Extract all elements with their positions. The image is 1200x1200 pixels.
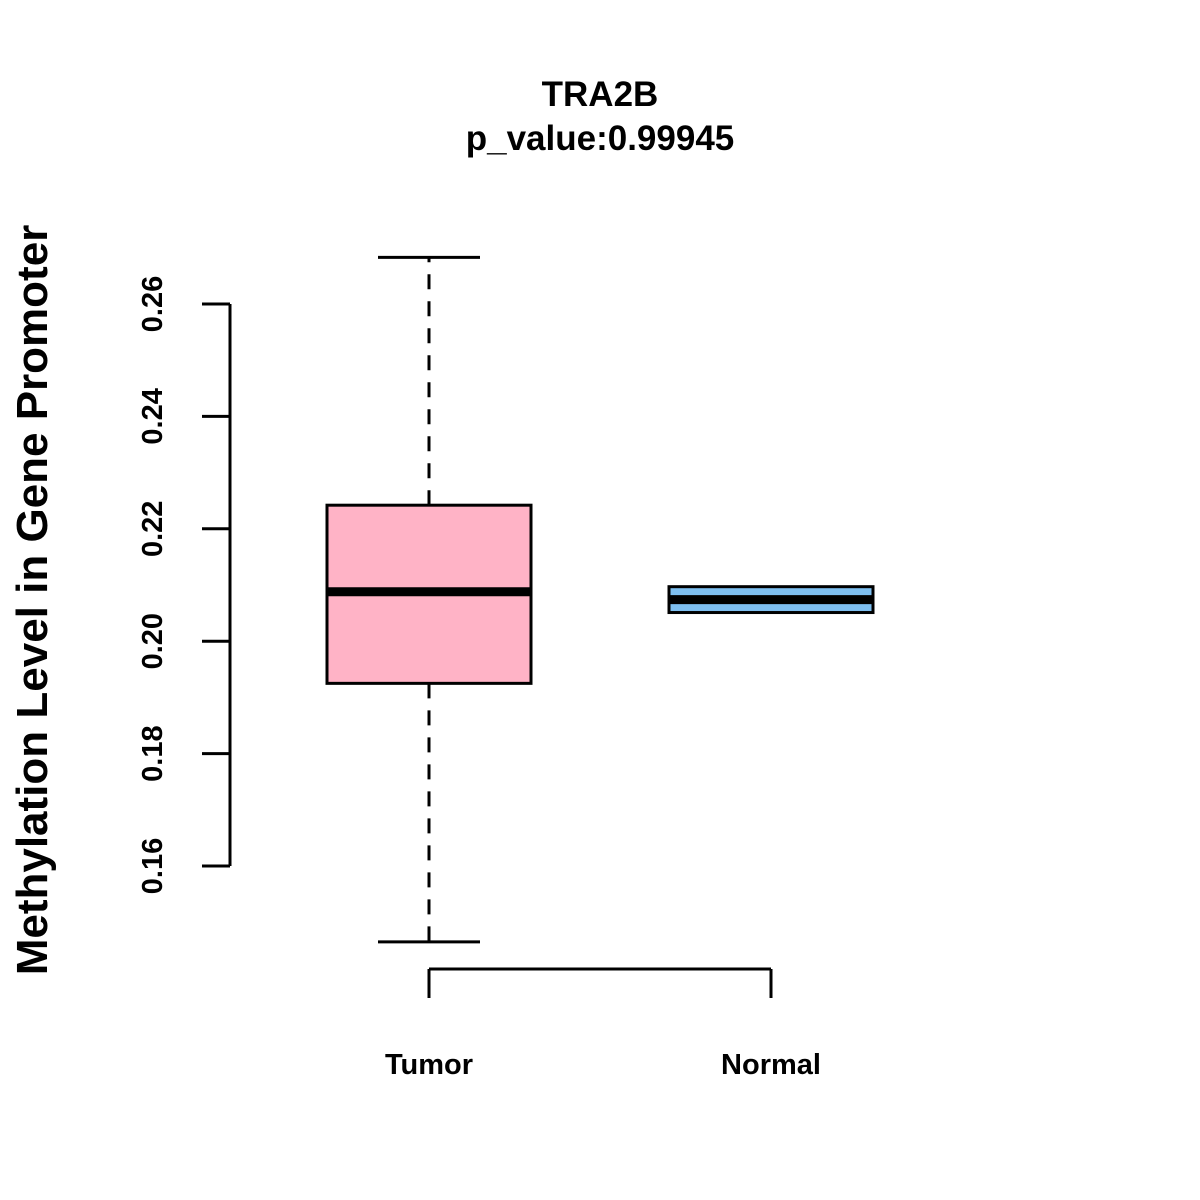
y-axis: 0.16 0.18 0.20 0.22 0.24 0.26 bbox=[137, 276, 232, 894]
box-normal bbox=[667, 585, 875, 615]
boxes bbox=[325, 255, 875, 944]
y-tick-label: 0.18 bbox=[137, 725, 169, 781]
y-axis-label: Methylation Level in Gene Promoter bbox=[8, 225, 57, 976]
x-tick-label: Tumor bbox=[385, 1049, 473, 1081]
y-tick-label: 0.26 bbox=[137, 276, 169, 332]
y-tick-label: 0.22 bbox=[137, 501, 169, 557]
y-tick-label: 0.24 bbox=[137, 388, 169, 444]
box-tumor bbox=[325, 255, 533, 944]
chart-subtitle: p_value:0.99945 bbox=[466, 119, 735, 158]
y-tick-label: 0.20 bbox=[137, 613, 169, 669]
x-tick-label: Normal bbox=[721, 1049, 821, 1081]
x-axis: Tumor Normal bbox=[385, 967, 821, 1081]
chart-title: TRA2B bbox=[542, 75, 659, 114]
y-tick-label: 0.16 bbox=[137, 838, 169, 894]
